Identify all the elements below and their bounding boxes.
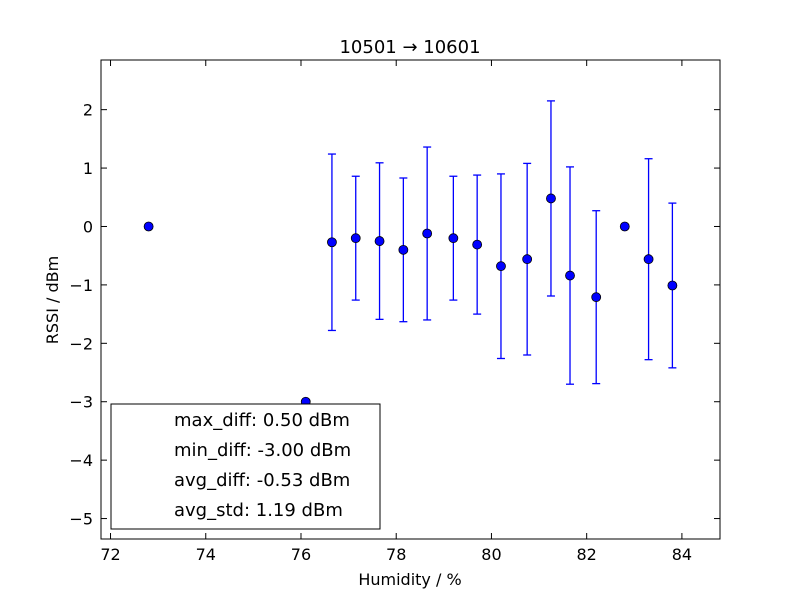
legend-line-avg-diff: avg_diff: -0.53 dBm [174,470,350,491]
x-tick-label: 78 [386,545,406,564]
data-point [565,270,575,281]
legend-box: max_diff: 0.50 dBm min_diff: -3.00 dBm a… [110,403,381,530]
y-tick-label: 0 [83,217,93,236]
x-axis-label: Humidity / % [358,570,461,589]
x-tick-label: 84 [672,545,692,564]
x-tick-label: 72 [100,545,120,564]
legend-line-min-diff: min_diff: -3.00 dBm [174,440,351,461]
plot-frame [100,59,721,540]
data-point [143,221,154,232]
y-tick-label: −4 [69,451,93,470]
y-tick-label: 1 [83,159,93,178]
data-point [546,193,556,204]
legend-line-max-diff: max_diff: 0.50 dBm [174,410,350,431]
y-tick-label: −5 [69,510,93,529]
legend-line-avg-std: avg_std: 1.19 dBm [174,500,343,521]
x-tick-label: 74 [196,545,216,564]
data-point [327,237,337,248]
data-point [667,280,678,291]
ticks-layer: 72 74 76 78 80 82 84 −5 −4 −3 −2 −1 0 1 2 [69,60,720,564]
data-point [522,254,533,265]
data-point [591,292,602,303]
data-point [496,261,506,272]
y-tick-label: −3 [69,393,93,412]
y-tick-label: −1 [69,276,93,295]
x-tick-label: 82 [576,545,596,564]
data-point [643,254,654,265]
y-tick-label: −2 [69,334,93,353]
data-point [422,228,433,239]
data-point [374,236,385,246]
data-point [448,233,459,244]
data-point [472,239,483,250]
data-point [350,233,361,244]
x-tick-label: 76 [291,545,311,564]
data-point [398,244,409,255]
data-point [619,221,630,232]
points-layer [143,193,678,407]
chart-title: 10501 → 10601 [339,37,480,58]
y-tick-label: 2 [83,101,93,120]
y-axis-label: RSSI / dBm [43,256,62,344]
x-tick-label: 80 [481,545,501,564]
legend-frame [110,403,381,530]
